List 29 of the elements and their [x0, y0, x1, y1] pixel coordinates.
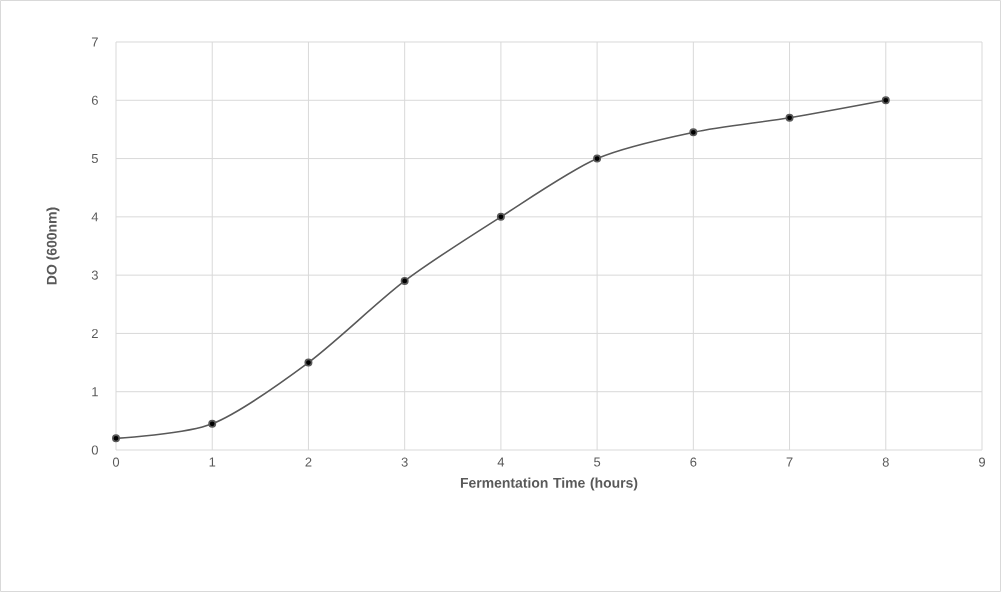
x-tick-label: 7	[786, 457, 793, 467]
x-axis-title: Fermentation Time (hours)	[460, 477, 638, 491]
x-tick-label: 8	[882, 457, 889, 467]
point	[785, 113, 794, 122]
point	[689, 128, 698, 137]
point	[304, 358, 313, 367]
y-tick-label: 1	[92, 387, 98, 397]
y-tick-label: 6	[91, 95, 98, 105]
y-tick-label: 7	[91, 37, 98, 47]
point	[112, 434, 120, 443]
point	[496, 212, 505, 221]
y-tick-label: 3	[91, 270, 98, 280]
y-tick-label: 4	[91, 212, 99, 222]
x-tick-label: 1	[209, 457, 216, 467]
x-tick-label: 5	[594, 457, 601, 467]
y-tick-label: 0	[91, 445, 98, 455]
x-tick-label: 4	[497, 457, 505, 467]
point	[881, 96, 890, 105]
point	[593, 154, 602, 163]
x-tick-label: 6	[690, 457, 697, 467]
y-tick-label: 2	[91, 328, 98, 338]
point	[400, 276, 409, 285]
y-tick-label: 5	[91, 154, 98, 164]
x-tick-label: 9	[979, 457, 985, 467]
x-tick-label: 0	[112, 457, 120, 467]
x-tick-label: 3	[401, 457, 408, 467]
point	[208, 419, 217, 428]
x-tick-label: 2	[305, 457, 312, 467]
y-axis-title: DO (600nm)	[46, 207, 60, 285]
